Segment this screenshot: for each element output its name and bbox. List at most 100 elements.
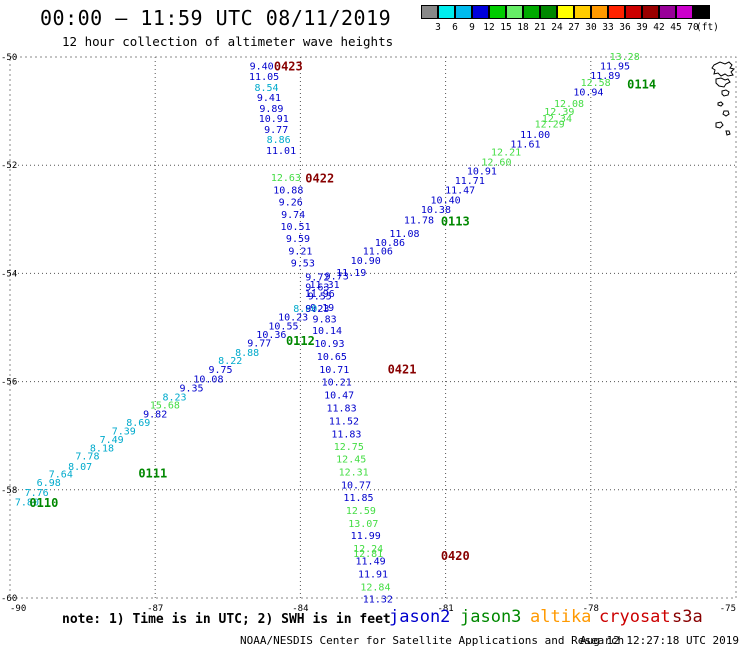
colorbar-swatch (693, 5, 710, 19)
swh-label: 9.21 (288, 247, 312, 258)
swh-label: 12.21 (491, 148, 521, 159)
colorbar-swatch (642, 5, 659, 19)
x-tick-label: -75 (720, 604, 736, 614)
swh-label: 10.88 (273, 186, 303, 197)
generated-timestamp: Aug 12 12:27:18 UTC 2019 (580, 634, 739, 647)
swh-label: 7.78 (75, 452, 99, 463)
swh-label: 11.05 (249, 72, 279, 83)
colorbar-swatch (472, 5, 489, 19)
satellite-legend-jason3: jason3 (460, 607, 522, 627)
colorbar-tick-label: 30 (585, 22, 597, 33)
swh-label: 10.51 (281, 222, 311, 233)
colorbar-tick-label: 15 (500, 22, 512, 33)
swh-label: 8.88 (235, 348, 259, 359)
colorbar-swatch (506, 5, 523, 19)
swh-label: 8.86 (267, 135, 291, 146)
colorbar-tick-label: 42 (653, 22, 665, 33)
swh-label: 8.18 (90, 444, 114, 455)
swh-label: 11.83 (331, 430, 361, 441)
colorbar-tick-label: 27 (568, 22, 580, 33)
swh-label: 9.74 (281, 210, 305, 221)
colorbar-tick-label: 6 (452, 22, 458, 33)
data-layer: 9.4011.058.549.419.8910.919.778.8611.011… (15, 52, 656, 606)
colorbar-tick-label: 33 (602, 22, 614, 33)
swh-label: 12.58 (581, 78, 611, 89)
colorbar-unit: (ft) (696, 22, 719, 33)
swh-label: 10.94 (573, 88, 603, 99)
swh-label: 9.35 (179, 384, 203, 395)
colorbar-swatch (659, 5, 676, 19)
colorbar-tick-label: 39 (636, 22, 648, 33)
colorbar-tick-label: 18 (517, 22, 529, 33)
swh-label: 12.81 (353, 549, 383, 560)
swh-label: 10.23 (278, 313, 308, 324)
chart-title: 00:00 – 11:59 UTC 08/11/2019 (40, 6, 392, 30)
swh-label: 11.78 (404, 215, 434, 226)
swh-label: 12.84 (360, 583, 390, 594)
colorbar-swatch (489, 5, 506, 19)
x-tick-label: -84 (292, 604, 308, 614)
swh-label: 8.80 (293, 304, 317, 315)
colorbar-tick-label: 36 (619, 22, 631, 33)
swh-label: 8.22 (218, 356, 242, 367)
swh-label: 7.64 (49, 470, 73, 481)
colorbar-swatch (574, 5, 591, 19)
satellite-legend-s3a: s3a (672, 607, 703, 627)
swh-label: 12.59 (346, 506, 376, 517)
swh-label: 9.82 (143, 410, 167, 421)
swh-label: 12.60 (481, 157, 511, 168)
swh-label: 10.21 (322, 378, 352, 389)
swh-label: 11.91 (358, 570, 388, 581)
colorbar-tick-label: 45 (670, 22, 682, 33)
swh-label: 12.34 (542, 114, 572, 125)
time-label: 0420 (441, 549, 470, 563)
y-tick-label: -58 (1, 486, 17, 496)
colorbar-tick-label: 12 (483, 22, 495, 33)
time-label: 0423 (274, 60, 303, 74)
swh-label: 8.54 (254, 83, 278, 94)
swh-label: 10.55 (268, 321, 298, 332)
swh-label: 10.91 (467, 167, 497, 178)
time-label: 0421 (388, 363, 417, 377)
swh-label: 10.08 (193, 374, 223, 385)
colorbar-swatch (540, 5, 557, 19)
swh-label: 9.40 (250, 62, 274, 73)
swh-label: 11.99 (351, 531, 381, 542)
swh-label: 9.23 (305, 304, 329, 315)
swh-label: 11.89 (590, 71, 620, 82)
swh-label: 11.83 (326, 404, 356, 415)
colorbar-swatch (523, 5, 540, 19)
swh-label: 11.49 (356, 557, 386, 568)
colorbar-tick-label: 3 (435, 22, 441, 33)
satellite-legend-altika: altika (530, 607, 592, 627)
swh-label: 9.83 (313, 314, 337, 325)
coastline-layer (711, 61, 735, 136)
colorbar-swatch (625, 5, 642, 19)
swh-label: 12.24 (353, 544, 383, 555)
x-tick-label: -87 (147, 604, 163, 614)
swh-label: 12.75 (334, 442, 364, 453)
swh-label: 10.65 (317, 352, 347, 363)
swh-label: 9.72 (305, 273, 329, 284)
swh-label: 11.08 (389, 229, 419, 240)
swh-label: 15.68 (150, 400, 180, 411)
swh-label: 11.95 (600, 62, 630, 73)
swh-label: 9.41 (257, 93, 281, 104)
coastline-shape (711, 61, 735, 77)
swh-label: 9.26 (279, 197, 303, 208)
time-label: 0422 (305, 172, 334, 186)
colorbar-swatch (591, 5, 608, 19)
frame-layer (9, 56, 737, 599)
swh-label: 9.77 (264, 125, 288, 136)
swh-label: 9.63 (305, 282, 329, 293)
grid-layer (10, 57, 736, 598)
colorbar-tick-label: 9 (469, 22, 475, 33)
swh-label: 9.53 (291, 259, 315, 270)
swh-label: 10.36 (256, 330, 286, 341)
swh-label: 9.75 (208, 365, 232, 376)
swh-label: 12.31 (339, 467, 369, 478)
satellite-legend-jason2: jason2 (389, 607, 451, 627)
swh-label: 10.86 (375, 238, 405, 249)
swh-label: 10.71 (319, 365, 349, 376)
swh-label: 11.32 (363, 595, 393, 606)
